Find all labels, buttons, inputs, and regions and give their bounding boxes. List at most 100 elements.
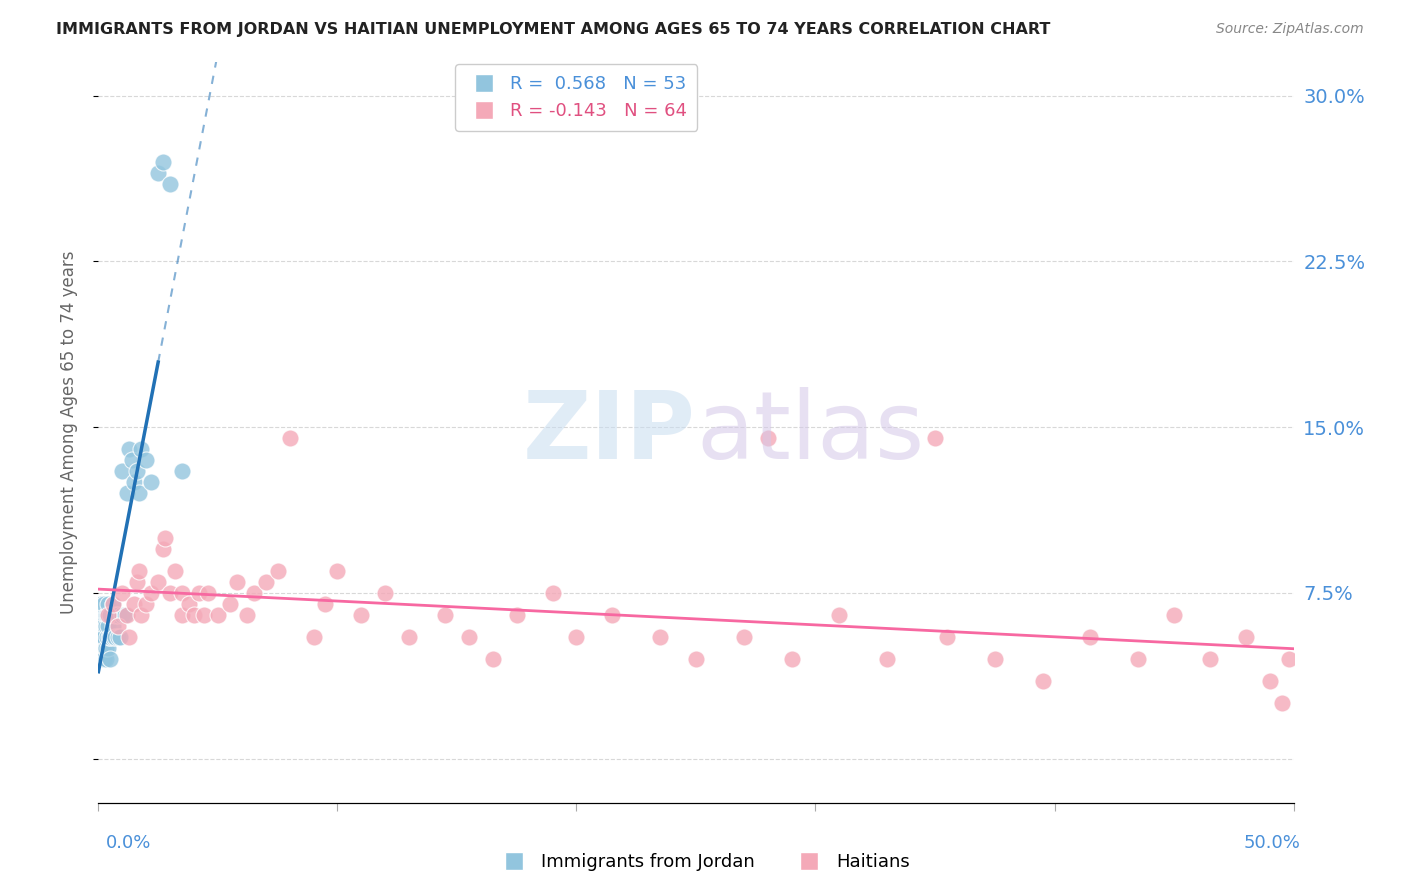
Point — [93, 619, 115, 633]
Point — [101, 597, 124, 611]
Point — [243, 586, 266, 600]
Point — [936, 630, 959, 644]
Point — [1258, 674, 1281, 689]
Point — [98, 607, 122, 622]
Point — [159, 586, 181, 600]
Point — [98, 630, 122, 644]
Y-axis label: Unemployment Among Ages 65 to 74 years: Unemployment Among Ages 65 to 74 years — [59, 251, 77, 615]
Point — [350, 607, 373, 622]
Point — [152, 541, 174, 556]
Point — [98, 630, 121, 644]
Point — [254, 574, 277, 589]
Point — [91, 607, 114, 622]
Point — [155, 531, 177, 545]
Point — [89, 619, 111, 633]
Point — [135, 453, 157, 467]
Point — [108, 630, 131, 644]
Point — [91, 619, 114, 633]
Point — [121, 453, 143, 467]
Point — [1080, 630, 1102, 644]
Point — [111, 607, 134, 622]
Point — [101, 597, 124, 611]
Point — [101, 619, 124, 633]
Point — [1234, 630, 1257, 644]
Point — [481, 652, 505, 666]
Point — [94, 607, 117, 622]
Point — [506, 607, 529, 622]
Point — [207, 607, 229, 622]
Point — [685, 652, 707, 666]
Point — [131, 607, 153, 622]
Point — [125, 574, 148, 589]
Point — [104, 607, 127, 622]
Point — [115, 486, 138, 500]
Point — [124, 475, 146, 490]
Point — [97, 607, 120, 622]
Point — [159, 177, 181, 191]
Point — [278, 431, 301, 445]
Point — [541, 586, 564, 600]
Point — [97, 619, 120, 633]
Point — [458, 630, 481, 644]
Point — [125, 464, 148, 478]
Point — [1032, 674, 1054, 689]
Point — [91, 630, 114, 644]
Point — [131, 442, 153, 457]
Point — [128, 486, 150, 500]
Point — [118, 442, 141, 457]
Point — [179, 597, 201, 611]
Point — [924, 431, 946, 445]
Point — [96, 607, 118, 622]
Legend: Immigrants from Jordan, Haitians: Immigrants from Jordan, Haitians — [489, 847, 917, 879]
Point — [197, 586, 219, 600]
Text: Source: ZipAtlas.com: Source: ZipAtlas.com — [1216, 22, 1364, 37]
Point — [124, 597, 146, 611]
Point — [733, 630, 755, 644]
Point — [94, 641, 117, 656]
Text: atlas: atlas — [696, 386, 924, 479]
Point — [90, 597, 112, 611]
Text: ZIP: ZIP — [523, 386, 696, 479]
Point — [565, 630, 588, 644]
Point — [226, 574, 249, 589]
Point — [172, 607, 194, 622]
Point — [1163, 607, 1185, 622]
Legend: R =  0.568   N = 53, R = -0.143   N = 64: R = 0.568 N = 53, R = -0.143 N = 64 — [456, 64, 697, 131]
Point — [780, 652, 803, 666]
Point — [91, 630, 114, 644]
Point — [219, 597, 242, 611]
Point — [648, 630, 672, 644]
Point — [118, 630, 141, 644]
Point — [94, 619, 117, 633]
Point — [183, 607, 205, 622]
Point — [148, 166, 170, 180]
Point — [90, 652, 112, 666]
Point — [602, 607, 624, 622]
Point — [93, 597, 115, 611]
Point — [107, 619, 129, 633]
Point — [1128, 652, 1150, 666]
Point — [107, 607, 129, 622]
Point — [187, 586, 209, 600]
Point — [139, 475, 162, 490]
Point — [828, 607, 851, 622]
Point — [91, 652, 114, 666]
Text: 0.0%: 0.0% — [105, 834, 150, 852]
Point — [115, 607, 138, 622]
Point — [315, 597, 337, 611]
Point — [101, 630, 124, 644]
Point — [398, 630, 420, 644]
Point — [91, 641, 114, 656]
Point — [104, 630, 127, 644]
Point — [302, 630, 325, 644]
Point — [97, 597, 120, 611]
Point — [139, 586, 162, 600]
Point — [98, 652, 122, 666]
Point — [107, 630, 129, 644]
Point — [135, 597, 157, 611]
Point — [326, 564, 349, 578]
Point — [235, 607, 257, 622]
Point — [96, 630, 118, 644]
Point — [90, 607, 112, 622]
Point — [148, 574, 170, 589]
